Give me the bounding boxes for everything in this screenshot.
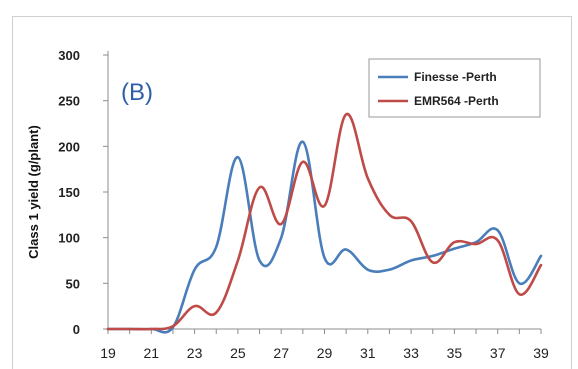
series-line-finesse: [106, 140, 543, 334]
series-layer: [106, 113, 543, 334]
y-tick-label: 200: [58, 139, 80, 154]
x-tick-label: 37: [490, 345, 506, 361]
x-tick-label: 33: [403, 345, 419, 361]
y-tick-label: 0: [73, 322, 80, 337]
x-tick-label: 31: [360, 345, 376, 361]
y-tick-label: 150: [58, 185, 80, 200]
x-tick-label: 25: [230, 345, 246, 361]
y-tick-label: 300: [58, 48, 80, 63]
y-tick-label: 50: [66, 276, 80, 291]
y-tick-label: 250: [58, 94, 80, 109]
y-tick-label: 100: [58, 231, 80, 246]
x-tick-label: 39: [533, 345, 549, 361]
legend-box: [368, 58, 541, 118]
legend: Finesse -Perth EMR564 -Perth: [368, 58, 541, 118]
y-axis-label: Class 1 yield (g/plant): [26, 125, 41, 259]
legend-entry-label: EMR564 -Perth: [414, 94, 499, 108]
x-tick-label: 27: [273, 345, 289, 361]
x-tick-label: 35: [447, 345, 463, 361]
legend-entry-label: Finesse -Perth: [414, 70, 497, 84]
panel-label: (B): [121, 79, 153, 106]
series-line-emr564: [106, 113, 543, 331]
x-tick-label: 23: [187, 345, 203, 361]
y-axis: 0 50 100 150 200 250 300: [58, 48, 109, 337]
x-tick-label: 21: [144, 345, 160, 361]
chart-frame: [12, 16, 572, 369]
x-axis: 19 21 23 25 27 29 31 33 35 37 39: [100, 328, 549, 361]
x-tick-label: 29: [317, 345, 333, 361]
x-tick-label: 19: [100, 345, 116, 361]
